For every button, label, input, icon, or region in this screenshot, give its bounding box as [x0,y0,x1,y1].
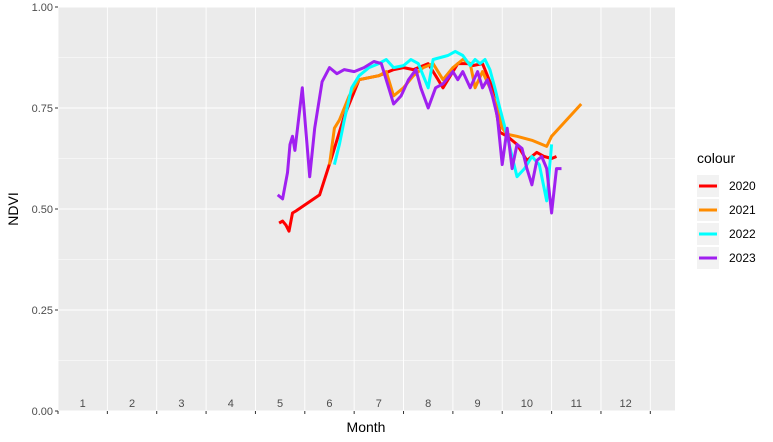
legend-label-2020: 2020 [729,179,756,193]
legend-label-2021: 2021 [729,203,756,217]
y-tick-label: 0.00 [32,406,53,418]
y-tick-label: 0.50 [32,204,53,216]
x-tick-label: 10 [521,398,533,410]
series-lines [276,49,583,233]
legend-label-2023: 2023 [729,251,756,265]
series-line-2022 [332,49,554,203]
y-axis: 0.00 0.25 0.50 0.75 1.00 [32,2,58,418]
x-axis: 1 2 3 4 5 6 7 8 9 10 11 12 [57,398,651,414]
series-line-2021 [328,58,583,165]
x-tick-label: 11 [571,398,582,410]
y-tick-label: 0.75 [32,103,53,115]
minor-gridlines [58,57,675,361]
x-tick-label: 8 [425,398,431,410]
x-tick-label: 2 [129,398,135,410]
x-tick-label: 7 [376,398,382,410]
x-tick-label: 1 [80,398,86,410]
legend: colour 2020 2021 2022 2023 [697,150,756,269]
series-line-2023 [276,60,562,215]
y-tick-label: 1.00 [32,2,53,14]
legend-title: colour [697,150,735,166]
y-axis-title: NDVI [5,192,21,225]
x-tick-label: 3 [178,398,184,410]
legend-label-2022: 2022 [729,227,756,241]
x-tick-label: 6 [326,398,332,410]
y-tick-label: 0.25 [32,305,53,317]
x-tick-label: 12 [620,398,632,410]
x-axis-title: Month [347,419,386,435]
x-tick-label: 5 [277,398,283,410]
x-tick-label: 9 [474,398,480,410]
x-tick-label: 4 [228,398,234,410]
